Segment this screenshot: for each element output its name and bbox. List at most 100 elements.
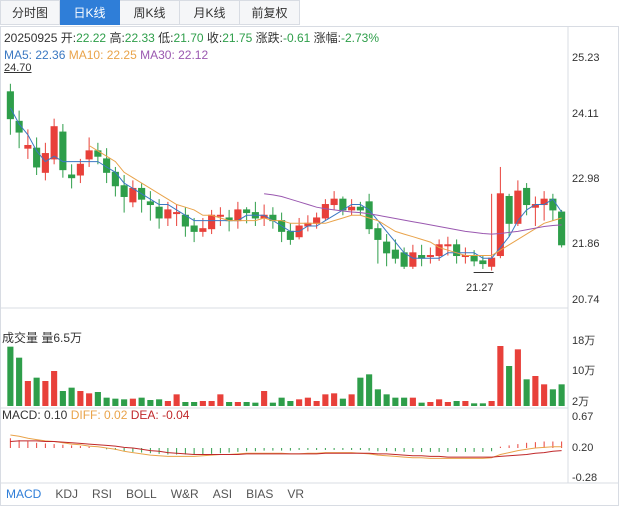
indicator-tab-boll[interactable]: BOLL bbox=[126, 487, 157, 501]
price-tick-5: 20.74 bbox=[572, 294, 600, 306]
candle-body bbox=[365, 201, 373, 230]
volume-bar bbox=[94, 392, 101, 406]
candle-body bbox=[6, 91, 14, 120]
macd-tick-3: -0.28 bbox=[572, 472, 598, 484]
volume-bar bbox=[173, 394, 180, 406]
tab-monthly-k[interactable]: 月K线 bbox=[180, 0, 240, 25]
volume-bar bbox=[296, 399, 303, 406]
price-tick-3: 22.98 bbox=[572, 173, 600, 185]
ma10-label: MA10: 22.25 bbox=[68, 48, 137, 62]
candle-body bbox=[321, 204, 329, 219]
candle-body bbox=[243, 209, 251, 214]
candle-body bbox=[391, 249, 399, 259]
volume-bar bbox=[549, 389, 556, 406]
volume-bar bbox=[208, 401, 215, 406]
candle-body bbox=[173, 212, 181, 215]
candle-body bbox=[190, 225, 198, 232]
volume-bar bbox=[199, 401, 206, 406]
candle-body bbox=[470, 255, 478, 262]
quote-date: 20250925 bbox=[4, 31, 58, 45]
price-tick-4: 21.86 bbox=[572, 238, 600, 250]
ma5-line bbox=[9, 107, 563, 259]
volume-bar bbox=[348, 394, 355, 406]
candle-body bbox=[496, 193, 504, 257]
volume-bar bbox=[409, 397, 416, 406]
candle-body bbox=[120, 185, 128, 197]
volume-tick-2: 10万 bbox=[572, 365, 596, 377]
ma30-line bbox=[264, 193, 562, 235]
volume-bar bbox=[488, 401, 495, 406]
volume-bar bbox=[68, 387, 75, 406]
dea-value: DEA: -0.04 bbox=[130, 408, 190, 422]
volume-bar bbox=[374, 389, 381, 406]
ma10-line bbox=[88, 145, 562, 256]
indicator-tab-bias[interactable]: BIAS bbox=[246, 487, 274, 501]
low-value: 21.70 bbox=[173, 31, 204, 45]
volume-bar bbox=[234, 402, 241, 406]
volume-bar bbox=[331, 393, 338, 406]
volume-bar bbox=[261, 391, 268, 406]
volume-bar bbox=[217, 394, 224, 406]
candle-body bbox=[33, 147, 41, 168]
volume-bar bbox=[436, 399, 443, 406]
ma30-label: MA30: 22.12 bbox=[140, 48, 209, 62]
tab-daily-k[interactable]: 日K线 bbox=[60, 0, 120, 25]
candle-body bbox=[146, 201, 154, 206]
volume-bar bbox=[138, 397, 145, 406]
volume-bar bbox=[383, 394, 390, 406]
volume-bar bbox=[7, 346, 14, 406]
tab-timeshare[interactable]: 分时图 bbox=[0, 0, 60, 25]
change-value: -0.61 bbox=[282, 31, 311, 45]
indicator-tab-asi[interactable]: ASI bbox=[212, 487, 233, 501]
volume-bar bbox=[86, 393, 93, 406]
pct-label: 涨幅: bbox=[313, 31, 341, 45]
indicator-tab-rsi[interactable]: RSI bbox=[92, 487, 113, 501]
indicator-tab-wr[interactable]: W&R bbox=[170, 487, 199, 501]
candle-body bbox=[435, 244, 443, 257]
volume-bar bbox=[462, 401, 469, 406]
candle-body bbox=[313, 217, 321, 224]
volume-bar bbox=[147, 400, 154, 406]
volume-bar bbox=[427, 402, 434, 406]
volume-bar bbox=[278, 397, 285, 406]
indicator-tab-vr[interactable]: VR bbox=[287, 487, 305, 501]
macd-value: MACD: 0.10 bbox=[2, 408, 68, 422]
indicator-tab-macd[interactable]: MACD bbox=[6, 487, 42, 501]
diff-line bbox=[10, 434, 562, 459]
volume-bar bbox=[156, 399, 163, 406]
high-value: 22.33 bbox=[124, 31, 155, 45]
candle-body bbox=[374, 228, 382, 240]
tab-weekly-k[interactable]: 周K线 bbox=[120, 0, 180, 25]
volume-bar bbox=[313, 401, 320, 406]
tab-forward-adjusted[interactable]: 前复权 bbox=[240, 0, 300, 25]
volume-bar bbox=[24, 381, 31, 406]
candle-body bbox=[348, 206, 356, 211]
candle-body bbox=[426, 255, 434, 258]
change-label: 涨跌: bbox=[255, 31, 283, 45]
volume-bar bbox=[77, 391, 84, 406]
volume-bar bbox=[514, 349, 521, 406]
candle-body bbox=[199, 228, 207, 232]
volume-bar bbox=[339, 398, 346, 406]
candle-body bbox=[41, 153, 49, 173]
candle-body bbox=[523, 187, 531, 206]
price-tick-1: 25.23 bbox=[572, 52, 600, 64]
volume-title: 成交量 量6.5万 bbox=[2, 331, 83, 345]
candle-body bbox=[383, 241, 391, 254]
indicator-tabs: MACD KDJ RSI BOLL W&R ASI BIAS VR bbox=[6, 487, 318, 501]
indicator-tab-kdj[interactable]: KDJ bbox=[55, 487, 79, 501]
max-price-label: 24.70 bbox=[4, 62, 32, 74]
volume-bar bbox=[121, 399, 128, 406]
dea-line bbox=[10, 440, 562, 458]
volume-bar bbox=[287, 401, 294, 406]
volume-bar bbox=[42, 381, 49, 406]
volume-bar bbox=[243, 402, 250, 406]
candle-body bbox=[216, 214, 224, 217]
volume-tick-1: 18万 bbox=[572, 335, 596, 347]
volume-bar bbox=[51, 371, 58, 406]
volume-bar bbox=[304, 397, 311, 406]
candle-body bbox=[76, 163, 84, 176]
volume-bar bbox=[392, 397, 399, 406]
open-value: 22.22 bbox=[76, 31, 107, 45]
volume-bar bbox=[523, 379, 530, 406]
